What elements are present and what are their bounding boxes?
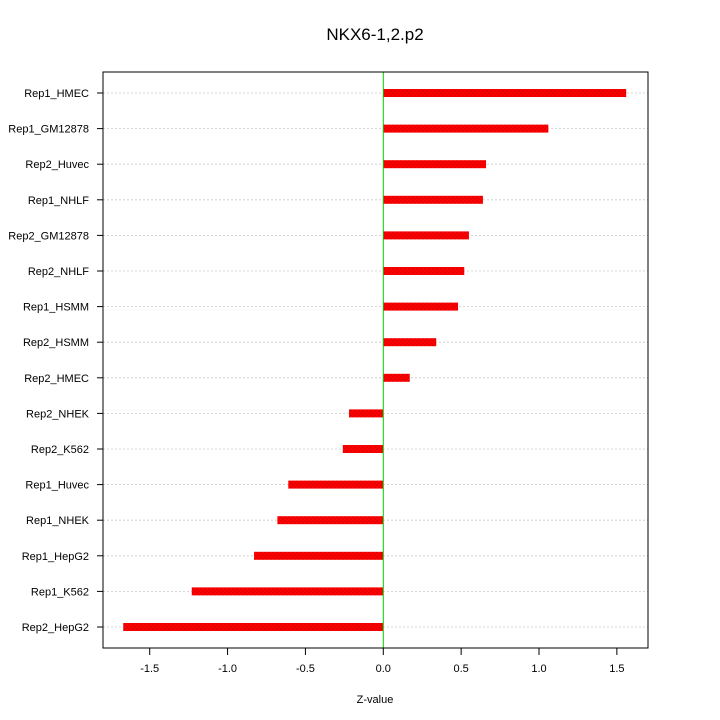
x-axis: -1.5 -1.0 -0.5 0.0 0.5 1.0 1.5 xyxy=(140,647,625,675)
y-tick-label: Rep1_NHLF xyxy=(28,195,89,207)
bar-rep1-gm12878 xyxy=(383,124,549,133)
y-tick-label: Rep2_HepG2 xyxy=(22,622,89,634)
x-tick-label: 1.0 xyxy=(531,663,546,675)
y-tick-label: Rep2_HSMM xyxy=(23,337,89,349)
bar-rep1-k562 xyxy=(191,587,384,596)
bar-rep1-hepg2 xyxy=(254,551,384,560)
bar-rep1-nhek xyxy=(277,516,384,525)
bar-rep1-nhlf xyxy=(383,195,483,204)
y-tick-labels: Rep1_HMEC Rep1_GM12878 Rep2_Huvec Rep1_NHLF… xyxy=(8,88,103,634)
y-tick-label: Rep2_Huvec xyxy=(25,159,89,171)
x-tick-label: 0.0 xyxy=(376,663,391,675)
y-tick-label: Rep1_K562 xyxy=(31,586,89,598)
y-tick-label: Rep1_HMEC xyxy=(24,88,89,100)
bar-rep1-hsmm xyxy=(383,302,459,311)
bar-rep1-hmec xyxy=(383,89,627,97)
chart-title: NKX6-1,2.p2 xyxy=(326,25,423,44)
y-tick-label: Rep1_HSMM xyxy=(23,302,89,314)
bar-rep2-huvec xyxy=(383,160,487,169)
bar-rep2-hepg2 xyxy=(123,623,384,631)
y-tick-label: Rep1_NHEK xyxy=(26,515,90,527)
y-tick-label: Rep1_GM12878 xyxy=(8,124,89,136)
y-tick-label: Rep2_K562 xyxy=(31,444,89,456)
grid-lines xyxy=(103,92,648,628)
plot-frame xyxy=(102,71,649,649)
bars xyxy=(123,89,627,631)
y-tick-label: Rep2_NHLF xyxy=(28,266,89,278)
y-tick-label: Rep1_HepG2 xyxy=(22,551,89,563)
x-tick-label: 1.5 xyxy=(609,663,624,675)
bar-rep2-gm12878 xyxy=(383,231,469,240)
bar-rep2-hmec xyxy=(383,373,410,382)
y-tick-label: Rep2_NHEK xyxy=(26,408,90,420)
bar-rep2-hsmm xyxy=(383,338,437,347)
x-tick-label: 0.5 xyxy=(453,663,468,675)
y-tick-label: Rep2_HMEC xyxy=(24,373,89,385)
bar-rep2-nhek xyxy=(349,409,384,418)
bar-rep2-nhlf xyxy=(383,267,465,275)
bar-rep1-huvec xyxy=(288,480,384,489)
y-tick-label: Rep1_Huvec xyxy=(25,480,89,492)
x-tick-label: -0.5 xyxy=(296,663,315,675)
x-axis-label: Z-value xyxy=(357,694,394,706)
y-tick-label: Rep2_GM12878 xyxy=(8,230,89,242)
bar-rep2-k562 xyxy=(342,445,384,453)
x-tick-label: -1.5 xyxy=(140,663,159,675)
x-tick-label: -1.0 xyxy=(218,663,237,675)
